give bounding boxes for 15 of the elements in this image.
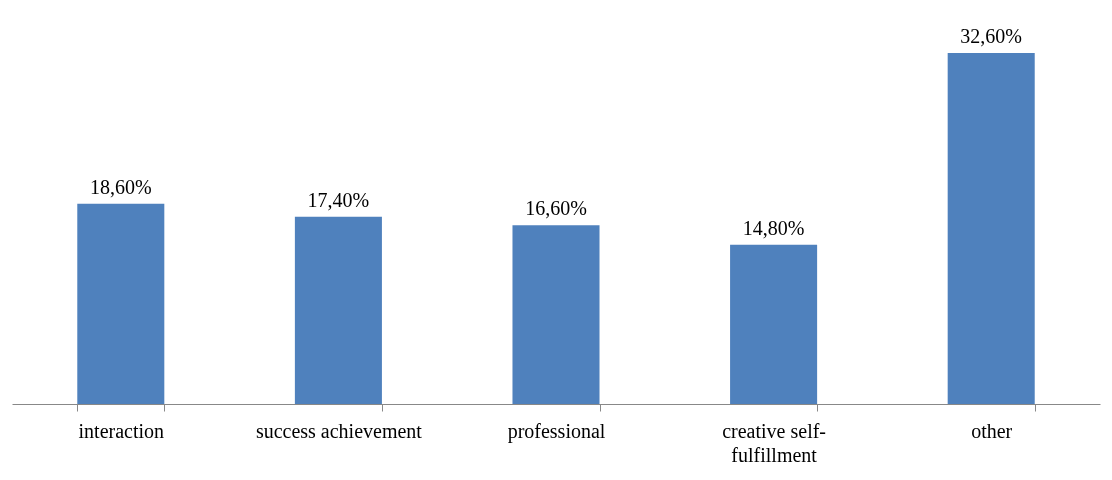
bar xyxy=(730,244,818,404)
data-label: 32,60% xyxy=(960,25,1023,47)
x-tick-label: other xyxy=(971,419,1013,442)
bar xyxy=(512,225,600,404)
bar xyxy=(294,216,382,404)
data-label: 16,60% xyxy=(525,197,587,220)
x-tick-label: professional xyxy=(507,419,606,443)
x-tick-label: success achievement xyxy=(255,419,423,442)
data-label: 14,80% xyxy=(742,216,805,239)
bar xyxy=(77,203,165,404)
x-tick-label: interaction xyxy=(78,419,165,442)
data-label: 18,60% xyxy=(89,175,152,198)
x-tick-label: creative self- fulfillment xyxy=(722,419,827,466)
bar xyxy=(947,53,1035,404)
data-label: 17,40% xyxy=(307,188,370,211)
